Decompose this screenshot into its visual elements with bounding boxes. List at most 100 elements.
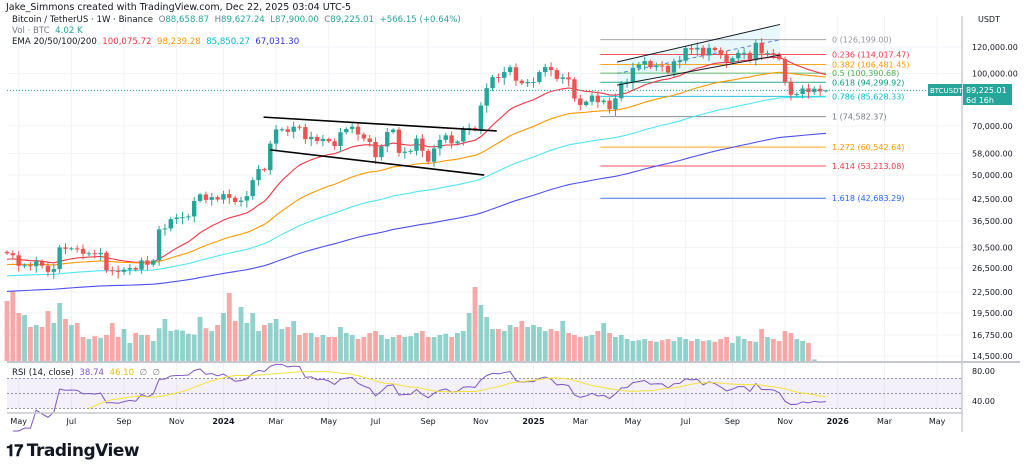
volume-bar xyxy=(677,337,683,361)
candle-body xyxy=(115,270,121,272)
price-label: 26,500.00 xyxy=(972,264,1013,273)
volume-legend[interactable]: Vol · BTC 4.02 K xyxy=(12,26,83,36)
candle-body xyxy=(45,265,51,272)
candle-body xyxy=(209,197,214,200)
candle-body xyxy=(759,42,764,54)
candle-body xyxy=(654,65,659,68)
volume-bar xyxy=(180,330,185,361)
rsi-pane xyxy=(7,363,962,432)
candle-body xyxy=(700,47,706,56)
candle-body xyxy=(695,47,700,50)
volume-bar xyxy=(402,337,408,361)
candle-body xyxy=(794,94,799,96)
volume-bar xyxy=(753,341,759,361)
volume-bar xyxy=(770,339,776,361)
candle-body xyxy=(502,72,507,78)
time-label: Nov xyxy=(169,417,185,426)
candle-body xyxy=(332,141,337,146)
candle-body xyxy=(156,229,162,261)
volume-bar xyxy=(156,328,162,361)
volume-bar xyxy=(197,317,203,361)
candle-body xyxy=(162,228,168,230)
candle-body xyxy=(133,267,138,270)
candle-body xyxy=(262,169,267,171)
rsi-legend[interactable]: RSI (14, close) 38.74 46.10 ∅ ∅ xyxy=(12,368,160,378)
time-label: Jul xyxy=(66,417,77,426)
volume-bars xyxy=(4,287,817,361)
attribution: Jake_Simmons created with TradingView.co… xyxy=(6,2,352,13)
volume-bar xyxy=(519,321,525,361)
ema-lines xyxy=(6,56,827,293)
volume-bar xyxy=(267,323,273,361)
volume-bar xyxy=(741,339,747,361)
fib-level-label: 1.272 (60,542.64) xyxy=(832,143,904,152)
candle-body xyxy=(139,260,144,270)
candle-body xyxy=(373,141,378,158)
volume-bar xyxy=(279,329,285,361)
volume-bar xyxy=(244,323,250,361)
time-label: Jul xyxy=(370,417,381,426)
rsi-na-2: ∅ xyxy=(152,368,161,378)
volume-bar xyxy=(221,313,226,361)
volume-bar xyxy=(74,323,80,361)
volume-bar xyxy=(566,333,571,361)
ema100-value: 85,850.27 xyxy=(206,37,250,47)
candle-body xyxy=(297,126,302,128)
volume-bar xyxy=(133,333,139,361)
candle-body xyxy=(648,61,653,68)
volume-bar xyxy=(367,333,373,361)
candle-body xyxy=(548,67,554,71)
volume-bar xyxy=(51,323,57,361)
price-label: 30,500.00 xyxy=(972,243,1013,252)
fib-level-label: 1 (74,582.37) xyxy=(832,113,887,122)
symbol-name: Bitcoin / TetherUS · 1W · Binance xyxy=(12,15,154,25)
volume-bar xyxy=(349,335,355,361)
volume-bar xyxy=(238,307,244,361)
candle-body xyxy=(168,219,173,229)
volume-bar xyxy=(379,335,384,361)
candle-body xyxy=(461,129,466,142)
candle-body xyxy=(379,146,384,158)
candle-body xyxy=(355,126,361,135)
symbol-legend[interactable]: Bitcoin / TetherUS · 1W · Binance O88,65… xyxy=(12,15,461,25)
tradingview-logo-icon: 𝟏𝟕 xyxy=(6,441,23,460)
candle-body xyxy=(402,151,407,153)
candle-body xyxy=(238,200,244,202)
volume-bar xyxy=(63,319,68,361)
volume-bar xyxy=(455,333,460,361)
volume-bar xyxy=(589,335,595,361)
open-label: O xyxy=(158,15,166,25)
trendline-line xyxy=(270,149,485,176)
volume-bar xyxy=(127,343,133,361)
candle-body xyxy=(221,194,226,200)
candle-body xyxy=(408,150,413,152)
volume-bar xyxy=(203,328,209,361)
candle-body xyxy=(314,136,320,142)
candle-body xyxy=(507,67,513,73)
candle-body xyxy=(706,47,712,56)
volume-bar xyxy=(765,337,770,361)
volume-bar xyxy=(326,337,332,361)
candle-body xyxy=(800,88,805,95)
volume-bar xyxy=(671,341,677,361)
volume-bar xyxy=(408,336,414,361)
tradingview-logo[interactable]: 𝟏𝟕 TradingView xyxy=(6,441,140,461)
candle-body xyxy=(431,148,437,162)
low-value: 87,900.00 xyxy=(275,15,319,25)
volume-bar xyxy=(496,329,501,361)
volume-bar xyxy=(659,340,665,361)
candle-body xyxy=(741,52,747,54)
volume-bar xyxy=(419,331,425,361)
volume-bar xyxy=(396,335,402,361)
candle-body xyxy=(320,138,326,142)
trendline-line xyxy=(263,116,497,132)
volume-bar xyxy=(145,335,150,361)
volume-bar xyxy=(735,336,741,361)
ema-legend[interactable]: EMA 20/50/100/200 100,075.72 98,239.28 8… xyxy=(12,37,299,47)
candle-body xyxy=(420,138,425,151)
volume-bar xyxy=(501,331,507,361)
candle-body xyxy=(455,141,460,144)
volume-bar xyxy=(437,335,443,361)
volume-bar xyxy=(308,333,314,361)
